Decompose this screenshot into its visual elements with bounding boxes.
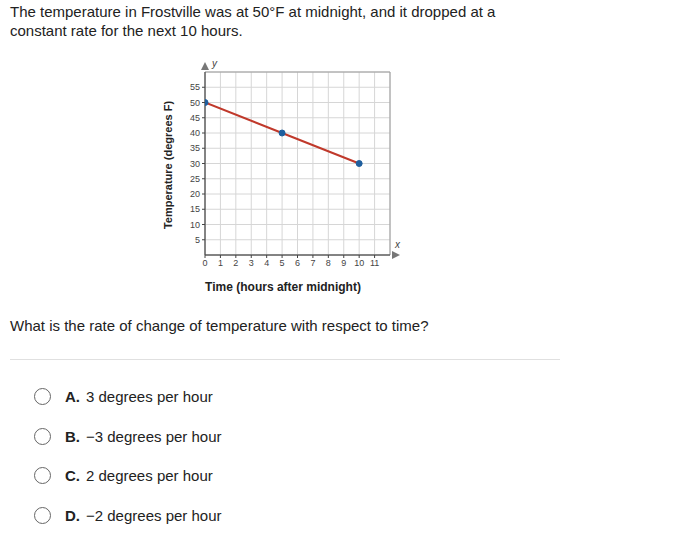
svg-text:9: 9 [341,258,346,268]
svg-text:11: 11 [370,258,379,268]
svg-text:10: 10 [190,220,200,230]
svg-text:5: 5 [280,258,285,268]
svg-text:40: 40 [190,128,200,138]
html-text:Time (hours after midnight): Time (hours after midnight) [205,280,361,294]
svg-text:15: 15 [190,204,200,214]
html-text:The temperature in Frostville: The temperature in Frostville was at 50°… [10,3,496,39]
svg-text:45: 45 [190,113,200,123]
svg-text:20: 20 [190,189,200,199]
html-text:C. 2 degrees per hour: C. 2 degrees per hour [65,467,213,485]
svg-text:10: 10 [354,258,364,268]
html-text:3 degrees per hour: 3 degrees per hour [86,388,213,405]
html-text:Temperature (degrees F): Temperature (degrees F) [162,100,174,230]
svg-text:50: 50 [190,98,200,108]
svg-text:30: 30 [190,159,200,169]
svg-text:8: 8 [326,258,331,268]
svg-text:0: 0 [202,258,207,268]
svg-text:55: 55 [190,82,200,92]
svg-text:35: 35 [190,143,200,153]
svg-text:3: 3 [249,258,254,268]
html-text:A.: A. [65,388,80,405]
svg-text:5: 5 [195,235,200,245]
svg-text:7: 7 [310,258,315,268]
svg-text:6: 6 [295,258,300,268]
html-text:x: x [395,239,400,250]
html-text:What is the rate of change of: What is the rate of change of temperatur… [10,317,429,334]
svg-text:1: 1 [218,258,223,268]
svg-text:2: 2 [233,258,238,268]
svg-text:4: 4 [264,258,269,268]
html-text:D. −2 degrees per hour: D. −2 degrees per hour [65,507,222,525]
html-text:B. −3 degrees per hour: B. −3 degrees per hour [65,427,222,445]
html-text:y: y [212,58,217,69]
svg-text:25: 25 [190,174,200,184]
